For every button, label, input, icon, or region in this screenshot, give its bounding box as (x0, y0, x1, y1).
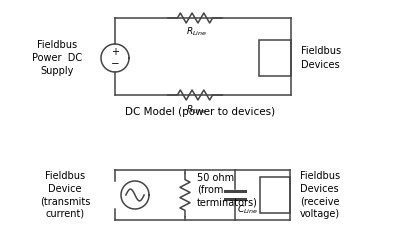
Text: $R_{Line}$: $R_{Line}$ (186, 26, 208, 38)
Text: −: − (111, 59, 119, 69)
Text: Fieldbus
Devices
(receive
voltage): Fieldbus Devices (receive voltage) (300, 172, 340, 218)
Text: +: + (111, 47, 119, 57)
Bar (259, 40, 291, 76)
Text: $R_{Line}$: $R_{Line}$ (186, 103, 208, 116)
Text: Fieldbus
Devices: Fieldbus Devices (301, 46, 341, 70)
Text: DC Model (power to devices): DC Model (power to devices) (125, 107, 275, 117)
Text: 50 ohm
(from
terminators): 50 ohm (from terminators) (197, 172, 258, 208)
Text: $C_{Line}$: $C_{Line}$ (237, 203, 258, 215)
Text: Fieldbus
Device
(transmits
current): Fieldbus Device (transmits current) (40, 172, 90, 218)
Text: Fieldbus
Power  DC
Supply: Fieldbus Power DC Supply (32, 40, 82, 76)
Bar (260, 177, 290, 213)
